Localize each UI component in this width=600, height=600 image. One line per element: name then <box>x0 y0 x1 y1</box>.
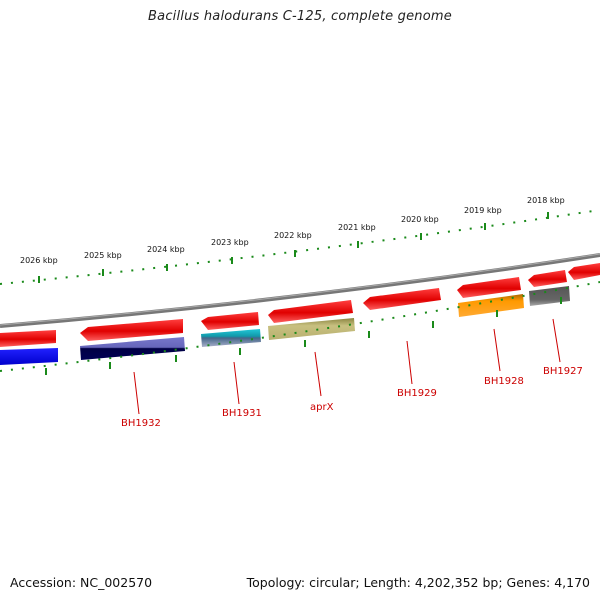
gene-arrow <box>268 300 353 323</box>
gene-label-bh1927: BH1927 <box>543 366 583 377</box>
kbp-labels: 2026 kbp 2025 kbp 2024 kbp 2023 kbp 2022… <box>20 196 565 265</box>
gene-arrow <box>201 312 259 330</box>
gene-arrow <box>80 319 183 341</box>
gene-arrow <box>363 288 441 310</box>
kbp-label: 2023 kbp <box>211 238 249 247</box>
gene-arrow <box>457 277 521 298</box>
gene-arrow <box>568 263 600 280</box>
map-title: Bacillus halodurans C-125, complete geno… <box>148 9 452 24</box>
gene-label-aprx: aprX <box>310 402 334 413</box>
label-leaders <box>133 318 561 415</box>
gene-block-gray <box>529 286 570 306</box>
gene-label-bh1928: BH1928 <box>484 376 524 387</box>
topology-text: Topology: circular; Length: 4,202,352 bp… <box>246 575 590 590</box>
gene-label-bh1931: BH1931 <box>222 408 262 419</box>
kbp-label: 2022 kbp <box>274 231 312 240</box>
gene-block-navy <box>80 337 185 360</box>
forward-strand-genes <box>0 263 600 347</box>
kbp-label: 2026 kbp <box>20 256 58 265</box>
accession-text: Accession: NC_002570 <box>10 575 153 590</box>
reverse-strand-genes <box>0 286 570 365</box>
gene-label-bh1929: BH1929 <box>397 388 437 399</box>
kbp-label: 2024 kbp <box>147 245 185 254</box>
inner-major-ticks <box>45 297 562 375</box>
kbp-label: 2019 kbp <box>464 206 502 215</box>
gene-block-orange <box>458 294 524 317</box>
kbp-label: 2025 kbp <box>84 251 122 260</box>
gene-label-bh1932: BH1932 <box>121 418 161 429</box>
gene-arrow <box>528 270 567 287</box>
gene-block-olive <box>268 318 355 340</box>
outer-major-ticks <box>38 212 549 283</box>
gene-labels: BH1932 BH1931 aprX BH1929 BH1928 BH1927 <box>121 366 583 429</box>
gene-block-blue <box>0 348 58 365</box>
gene-arrow <box>0 330 56 347</box>
kbp-label: 2021 kbp <box>338 223 376 232</box>
kbp-label: 2020 kbp <box>401 215 439 224</box>
kbp-label: 2018 kbp <box>527 196 565 205</box>
gene-block-cyan <box>201 329 261 347</box>
genome-backbone <box>0 253 600 328</box>
outer-tick-ring <box>0 209 600 285</box>
